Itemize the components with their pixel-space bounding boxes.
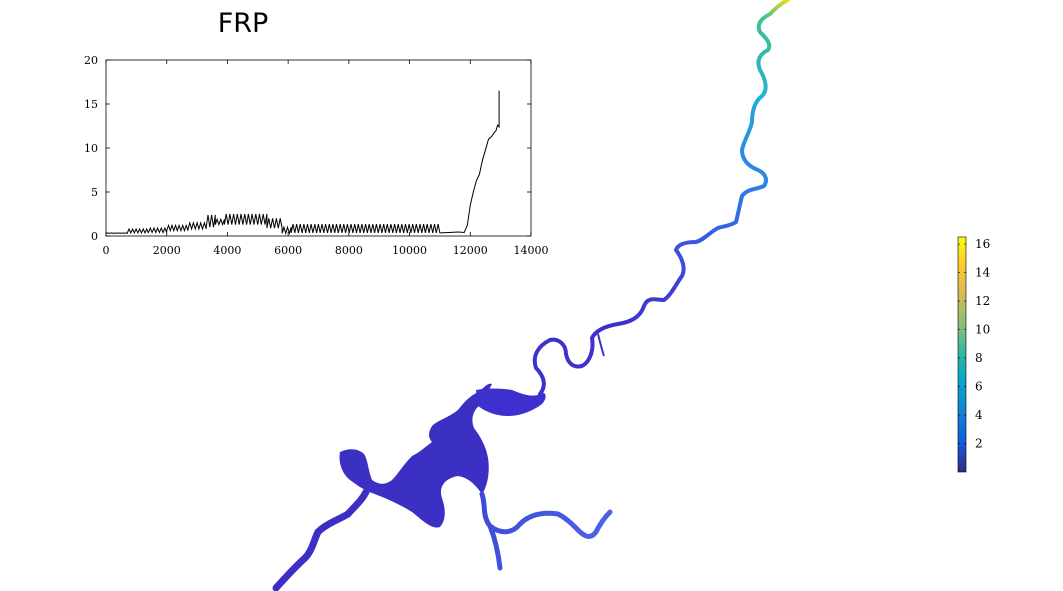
x-tick-label: 14000 xyxy=(514,244,549,257)
river-spur xyxy=(597,333,605,357)
x-tick-label: 4000 xyxy=(213,244,241,257)
x-tick-label: 0 xyxy=(103,244,110,257)
chart-title: FRP xyxy=(217,8,269,39)
river-lobe-east xyxy=(476,388,546,416)
y-tick-label: 0 xyxy=(91,230,98,243)
river-channel-upper xyxy=(532,0,790,396)
y-tick-label: 15 xyxy=(84,98,98,111)
colorbar-tick-label: 2 xyxy=(975,437,983,451)
x-tick-label: 2000 xyxy=(153,244,181,257)
colorbar-gradient xyxy=(957,236,967,473)
river-tributary xyxy=(479,491,613,571)
river-channel-lower xyxy=(272,488,370,591)
x-tick-label: 12000 xyxy=(453,244,488,257)
x-tick-label: 10000 xyxy=(392,244,427,257)
colorbar-tick-label: 16 xyxy=(975,237,990,251)
x-tick-label: 6000 xyxy=(274,244,302,257)
y-tick-label: 10 xyxy=(84,142,98,155)
colorbar-tick-label: 14 xyxy=(975,266,991,280)
colorbar-tick-label: 10 xyxy=(975,323,990,337)
x-tick-label: 8000 xyxy=(335,244,363,257)
series-line-0 xyxy=(105,90,500,236)
colorbar-tick-label: 12 xyxy=(975,294,990,308)
river-lake-body xyxy=(339,383,492,528)
colorbar-tick-label: 6 xyxy=(975,380,983,394)
colorbar-tick-label: 8 xyxy=(975,351,983,365)
colorbar-tick-label: 4 xyxy=(975,408,983,422)
y-tick-label: 5 xyxy=(91,186,98,199)
y-tick-label: 20 xyxy=(84,54,98,67)
